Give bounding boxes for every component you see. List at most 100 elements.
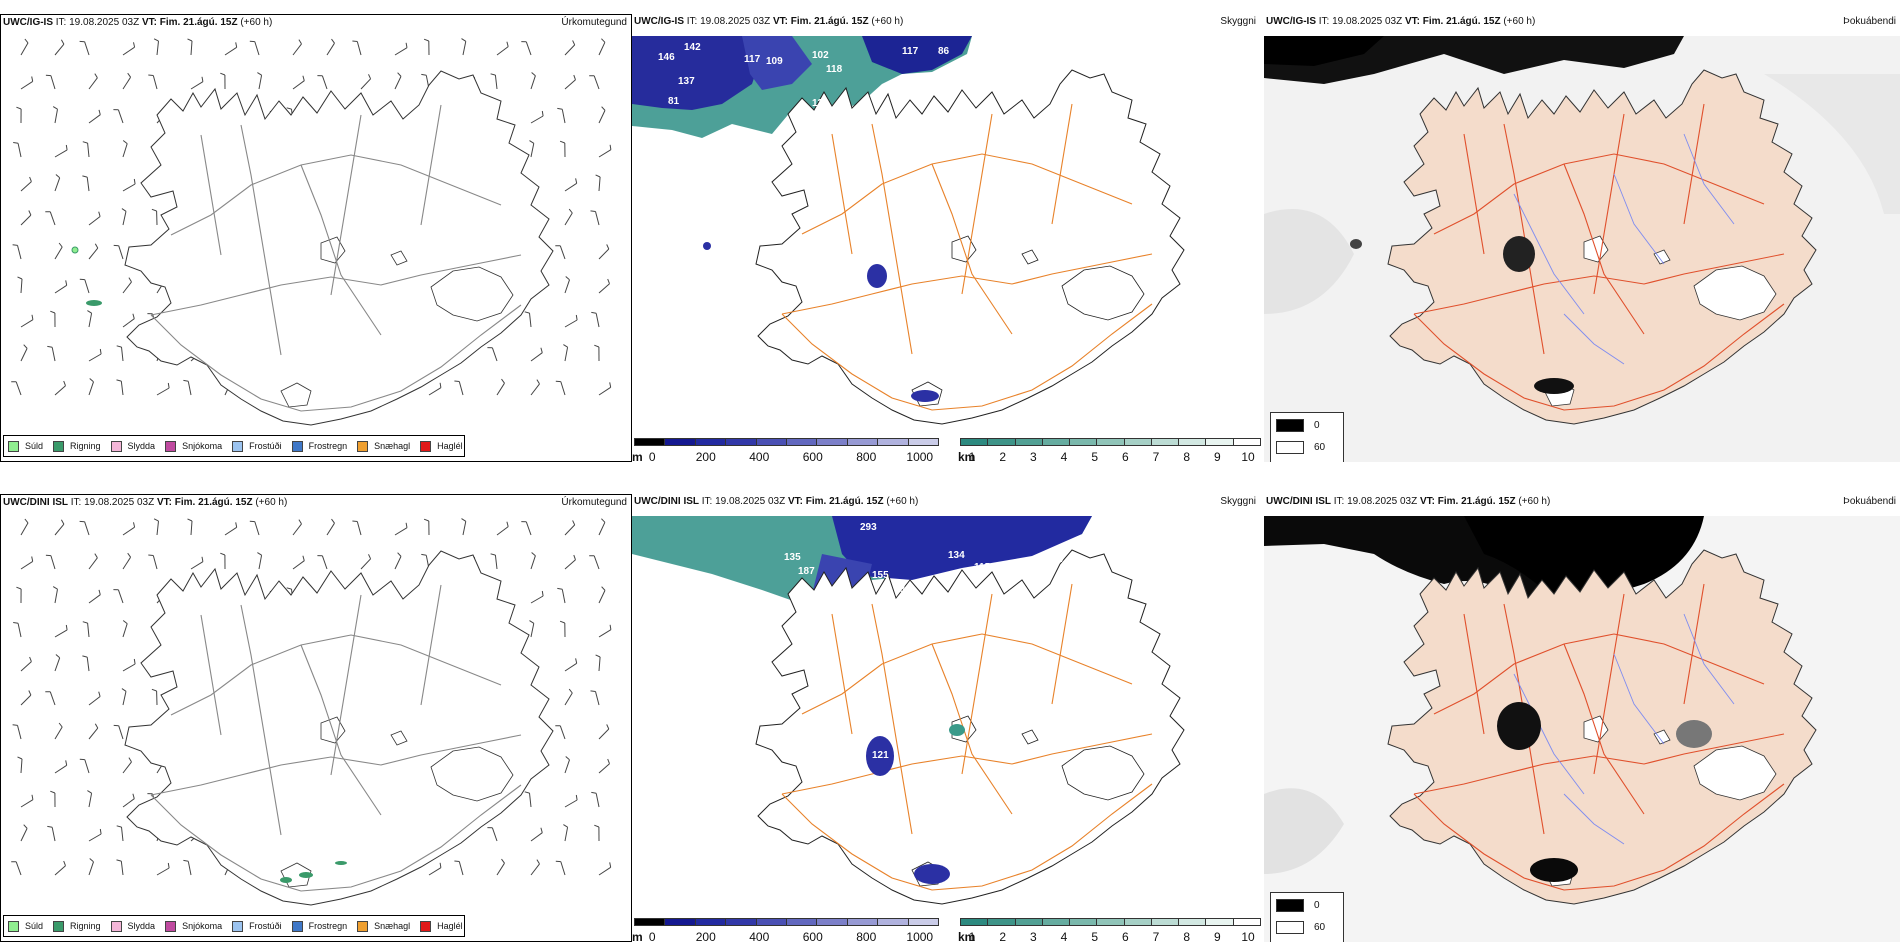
wind-barb <box>598 110 606 124</box>
wind-barb <box>122 556 132 570</box>
colorbar-segment <box>664 438 696 446</box>
road <box>831 613 853 735</box>
wind-barb-flag <box>132 793 135 799</box>
wind-barb <box>20 522 29 536</box>
wind-barb <box>559 725 566 740</box>
wind-barb-flag <box>63 380 66 386</box>
legend-swatch <box>357 440 369 452</box>
colorbar-segment <box>1014 918 1043 926</box>
wind-barb <box>321 555 328 570</box>
wind-barb-flag <box>13 622 19 624</box>
wind-barb-flag <box>133 42 136 48</box>
wind-barb <box>292 560 305 570</box>
wind-barb-flag <box>47 345 53 348</box>
wind-barb-flag <box>601 106 606 111</box>
wind-barb-flag <box>501 378 505 384</box>
wind-barb-flag <box>531 552 536 557</box>
colorbar-segment <box>755 918 787 926</box>
colorbar-segment <box>1205 918 1234 926</box>
wind-barb-flag <box>116 859 122 862</box>
legend-item-súld: Súld <box>8 440 43 452</box>
colorbar-tick: 400 <box>749 930 770 942</box>
precip-rain-patches <box>280 861 347 883</box>
wind-barb <box>530 352 543 362</box>
wind-barb <box>190 40 193 56</box>
wind-barb <box>258 555 263 570</box>
legend-label: Rigning <box>70 921 101 931</box>
wind-barb-flag <box>405 42 408 48</box>
colorbar-unit: m <box>632 930 643 942</box>
colorbar-tick: 6 <box>1121 930 1129 942</box>
wind-barb <box>122 143 128 158</box>
colorbar-segment <box>846 438 879 446</box>
wind-barb <box>88 77 98 90</box>
wind-barb <box>121 347 124 362</box>
wind-barb <box>598 522 606 536</box>
cloud-base-label: 81 <box>668 96 680 107</box>
wind-barb <box>593 555 600 570</box>
wind-barb-flag <box>60 39 65 45</box>
wind-barb-flag <box>397 72 402 77</box>
cloud-base-label: 87 <box>908 76 920 87</box>
legend-swatch <box>165 440 177 452</box>
wind-barb-flag <box>609 624 612 630</box>
wind-barb <box>120 861 124 876</box>
wind-barb <box>86 657 90 672</box>
wind-barb-flag <box>151 688 157 692</box>
legend-item-rigning: Rigning <box>53 920 101 932</box>
wind-barb-flag <box>98 691 101 697</box>
colorbar-segment <box>1123 438 1152 446</box>
legend-item-rigning: Rigning <box>53 440 101 452</box>
road <box>150 784 522 892</box>
wind-barb-flag <box>573 74 576 80</box>
wind-barb-flag <box>540 347 543 353</box>
wind-barb <box>86 177 90 192</box>
colorbar-unit: km <box>958 930 976 942</box>
fog-swatch-60 <box>1276 921 1304 934</box>
wind-barb-flag <box>128 277 132 283</box>
glacier-outline <box>1693 265 1777 321</box>
road <box>300 164 382 336</box>
legend-item-súld: Súld <box>8 920 43 932</box>
road <box>300 644 382 816</box>
wind-barb-flag <box>594 344 600 348</box>
colorbar-segment <box>1014 438 1043 446</box>
legend-swatch <box>232 440 244 452</box>
glacier-outline <box>1653 729 1671 745</box>
colorbar-tick: 1000 <box>906 930 934 942</box>
wind-barb-flag <box>116 825 122 828</box>
wind-barb <box>529 793 532 808</box>
wind-barb <box>360 78 371 90</box>
colorbar-tick: 1000 <box>906 450 934 462</box>
wind-barb-flag <box>606 724 610 730</box>
wind-barb <box>88 696 101 706</box>
roads <box>781 103 1153 411</box>
road <box>150 734 522 796</box>
roads <box>781 583 1153 891</box>
wind-barb-flag <box>55 174 61 179</box>
wind-barb-flag <box>94 243 99 249</box>
river <box>1683 133 1735 225</box>
precip-type-legend: Súld Rigning Slydda Snjókoma Frostúði Frostre… <box>3 915 465 937</box>
legend-item-frostregn: Frostregn <box>291 440 347 452</box>
wind-barb <box>595 793 600 808</box>
colorbar-segment <box>725 438 757 446</box>
wind-barb-flag <box>572 40 576 46</box>
wind-barb-flag <box>565 276 570 281</box>
road <box>1683 103 1705 225</box>
wind-barb-flag <box>16 586 22 590</box>
glacier-outline <box>1061 745 1145 801</box>
wind-barb <box>564 827 569 842</box>
wind-barb <box>54 589 58 604</box>
wind-barb-flag <box>540 827 543 833</box>
legend-label: Frostúði <box>249 921 282 931</box>
wind-barb-flag <box>298 519 302 525</box>
wind-barb <box>88 247 99 260</box>
wind-barb-flag <box>183 379 189 382</box>
wind-barb-flag <box>331 518 335 524</box>
colorbar-segment <box>786 438 818 446</box>
colorbar-tick: 7 <box>1152 930 1160 942</box>
road <box>1593 113 1625 295</box>
wind-barb-flag <box>28 690 32 696</box>
cloud-base-label: 117 <box>744 54 761 65</box>
